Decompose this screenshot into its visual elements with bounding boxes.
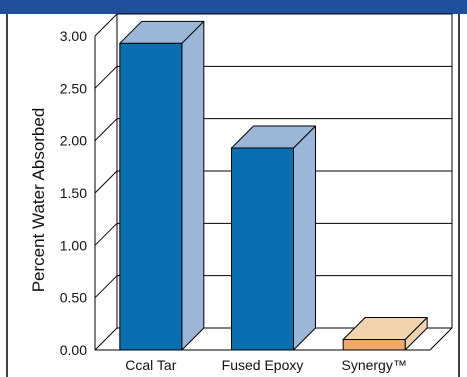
grid-diag-0: [94, 327, 118, 351]
bar-side: [181, 20, 205, 351]
floor-right-line: [429, 327, 453, 351]
grid-diag-2: [94, 222, 118, 246]
y-tick-labels: 0.00 0.50 1.00 1.50 2.00 2.50 3.00: [60, 28, 87, 358]
y-tick-label: 0.00: [60, 342, 87, 358]
y-tick-label: 0.50: [60, 290, 87, 306]
y-tick-label: 1.50: [60, 185, 87, 201]
category-labels: Ccal Tar Fused Epoxy Synergy™: [125, 357, 407, 373]
bar-2: [342, 317, 428, 351]
grid-diag-3: [94, 170, 118, 194]
grid-diag-5: [94, 65, 118, 89]
bars: [119, 20, 428, 351]
bar-side: [293, 125, 316, 351]
y-axis-title: Percent Water Absorbed: [29, 108, 48, 293]
bar-front: [231, 147, 294, 351]
bar-front: [342, 339, 406, 351]
grid-diag-1: [94, 275, 118, 299]
grid-diag-4: [94, 118, 118, 142]
y-tick-label: 2.50: [60, 80, 87, 96]
bar-0: [119, 20, 205, 351]
category-label: Ccal Tar: [125, 357, 176, 373]
y-tick-label: 2.00: [60, 133, 87, 149]
bar-1: [231, 125, 316, 351]
category-label: Fused Epoxy: [222, 357, 304, 373]
bar-front: [119, 42, 183, 351]
category-label: Synergy™: [341, 357, 406, 373]
y-axis-title-group: Percent Water Absorbed: [29, 108, 48, 293]
grid-diag-6: [94, 13, 118, 37]
header-bar: [0, 0, 467, 14]
y-tick-label: 3.00: [60, 28, 87, 44]
y-tick-label: 1.00: [60, 237, 87, 253]
